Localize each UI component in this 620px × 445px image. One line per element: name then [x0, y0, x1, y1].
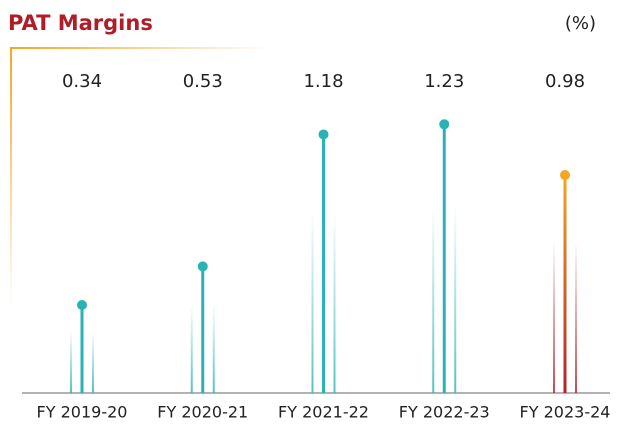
- value-label: 1.23: [424, 71, 464, 92]
- side-glow: [333, 212, 336, 393]
- dot: [560, 170, 570, 181]
- chart-title: PAT Margins: [8, 11, 153, 35]
- stem: [563, 175, 567, 393]
- dot: [439, 119, 450, 130]
- value-label: 0.53: [183, 71, 223, 92]
- corner-line: [10, 47, 12, 307]
- side-glow: [575, 240, 577, 393]
- side-glow: [212, 304, 215, 393]
- side-glow: [92, 331, 94, 393]
- x-tick-label: FY 2022-23: [399, 403, 490, 422]
- value-label: 0.34: [62, 71, 102, 92]
- side-glow: [311, 212, 314, 393]
- value-label: 0.98: [545, 71, 585, 92]
- unit-label: (%): [565, 13, 596, 34]
- corner-line: [10, 47, 270, 49]
- x-tick-label: FY 2019-20: [37, 403, 128, 422]
- side-glow: [190, 304, 193, 393]
- side-glow: [70, 331, 72, 393]
- side-glow: [553, 240, 555, 393]
- side-glow: [454, 204, 457, 393]
- stem: [80, 304, 84, 393]
- side-glow: [432, 204, 435, 393]
- x-tick-label: FY 2020-21: [157, 403, 248, 422]
- value-label: 1.18: [303, 71, 343, 92]
- stem: [442, 124, 446, 393]
- dot: [77, 299, 87, 310]
- x-tick-label: FY 2023-24: [520, 403, 611, 422]
- x-tick-label: FY 2021-22: [278, 403, 369, 422]
- stem: [201, 266, 205, 393]
- dot: [197, 261, 208, 272]
- dot: [318, 129, 329, 140]
- stem: [322, 134, 325, 393]
